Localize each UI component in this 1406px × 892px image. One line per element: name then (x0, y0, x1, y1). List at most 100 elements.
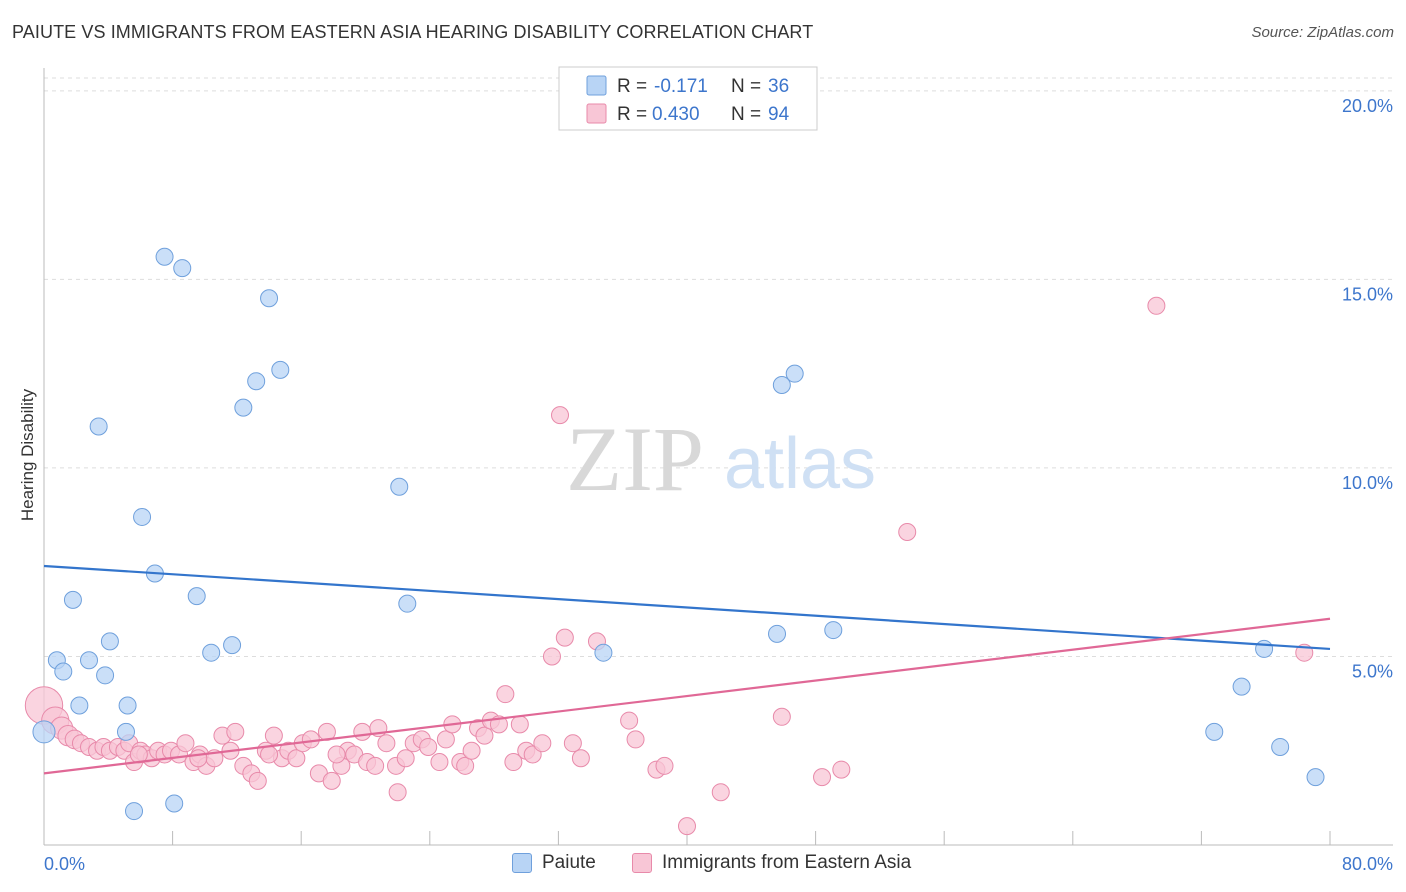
immigrants-point-41 (322, 771, 341, 790)
paiute-point-8 (100, 632, 119, 651)
immigrants-point-45 (353, 722, 372, 741)
y-tick-label-20: 20.0% (1342, 96, 1393, 116)
watermark-zip: ZIP (566, 408, 704, 510)
paiute-point-23 (271, 360, 290, 379)
paiute-point-28 (772, 375, 791, 394)
paiute-point-12 (133, 507, 152, 526)
bottom-legend-label-immigrants: Immigrants from Eastern Asia (662, 852, 912, 873)
immigrants-point-47 (366, 756, 385, 775)
series-immigrants-points (24, 296, 1314, 836)
paiute-point-29 (785, 364, 804, 383)
immigrants-point-71 (542, 647, 561, 666)
immigrants-point-60 (456, 756, 475, 775)
immigrants-point-67 (510, 715, 529, 734)
paiute-point-6 (89, 417, 108, 436)
paiute-point-31 (1205, 722, 1224, 741)
immigrants-point-86 (898, 523, 917, 542)
paiute-point-10 (118, 696, 137, 715)
immigrants-point-84 (813, 768, 832, 787)
immigrants-point-31 (248, 771, 267, 790)
legend-swatch-immigrants (586, 103, 607, 124)
bottom-legend-swatch-paiute (512, 853, 532, 873)
immigrants-point-77 (620, 711, 639, 730)
immigrants-point-28 (226, 722, 245, 741)
immigrants-point-80 (655, 756, 674, 775)
paiute-point-27 (768, 624, 787, 643)
gridlines (44, 77, 1393, 657)
paiute-point-15 (165, 794, 184, 813)
chart-title: PAIUTE VS IMMIGRANTS FROM EASTERN ASIA H… (12, 22, 814, 42)
paiute-point-19 (223, 636, 242, 655)
paiute-point-9 (116, 722, 135, 741)
legend-box: R = -0.171 N = 36 R = 0.430 N = 94 (558, 66, 818, 131)
legend-n-value-paiute: 36 (768, 76, 789, 97)
y-tick-label-15: 15.0% (1342, 284, 1393, 304)
immigrants-point-38 (301, 730, 320, 749)
immigrants-point-62 (475, 726, 494, 745)
x-tick-label-max: 80.0% (1342, 854, 1393, 874)
y-tick-label-10: 10.0% (1342, 473, 1393, 493)
paiute-point-14 (155, 247, 174, 266)
immigrants-point-75 (571, 749, 590, 768)
immigrants-point-56 (430, 753, 449, 772)
legend-n-value-immigrants: 94 (768, 104, 790, 125)
paiute-point-21 (247, 372, 266, 391)
paiute-point-4 (70, 696, 89, 715)
paiute-point-20 (234, 398, 253, 417)
paiute-point-3 (63, 590, 82, 609)
immigrants-point-72 (551, 406, 570, 425)
immigrants-point-21 (176, 734, 195, 753)
paiute-point-16 (173, 259, 192, 278)
legend-r-label-immigrants: R = (617, 104, 652, 125)
paiute-point-26 (594, 643, 613, 662)
legend-n-label-paiute: N = (731, 76, 766, 97)
paiute-point-2 (54, 662, 73, 681)
immigrants-point-49 (377, 734, 396, 753)
paiute-point-18 (202, 643, 221, 662)
immigrants-point-82 (711, 783, 730, 802)
axes (43, 68, 1393, 846)
y-tick-labels: 5.0% 10.0% 15.0% 20.0% (1342, 96, 1393, 682)
bottom-legend: Paiute Immigrants from Eastern Asia (0, 852, 1406, 878)
paiute-point-5 (80, 651, 99, 670)
immigrants-point-51 (388, 783, 407, 802)
paiute-point-11 (125, 802, 144, 821)
immigrants-point-91 (260, 745, 279, 764)
legend-n-label-immigrants: N = (731, 104, 766, 125)
immigrants-point-55 (419, 737, 438, 756)
immigrants-point-73 (555, 628, 574, 647)
bottom-legend-item-paiute: Paiute (512, 852, 596, 874)
paiute-point-24 (390, 477, 409, 496)
paiute-point-17 (187, 587, 206, 606)
immigrants-point-78 (626, 730, 645, 749)
immigrants-point-83 (772, 707, 791, 726)
x-tick-label-min: 0.0% (44, 854, 85, 874)
immigrants-point-33 (264, 726, 283, 745)
immigrants-point-66 (504, 753, 523, 772)
immigrants-point-36 (287, 749, 306, 768)
paiute-point-25 (398, 594, 417, 613)
immigrants-point-57 (436, 730, 455, 749)
immigrants-point-90 (189, 749, 208, 768)
y-tick-label-5: 5.0% (1352, 661, 1393, 681)
paiute-point-35 (1306, 768, 1325, 787)
immigrants-point-65 (496, 685, 515, 704)
immigrants-point-81 (678, 817, 696, 836)
bottom-legend-label-paiute: Paiute (542, 852, 596, 873)
paiute-point-7 (96, 666, 115, 685)
legend-r-label-paiute: R = (617, 76, 652, 97)
immigrants-point-70 (533, 734, 552, 753)
legend-r-value-immigrants: 0.430 (652, 104, 700, 125)
trend-line-immigrants (43, 617, 1331, 775)
immigrants-point-87 (1147, 296, 1166, 315)
source-credit: Source: ZipAtlas.com (1251, 24, 1394, 41)
trend-line-paiute (43, 564, 1331, 651)
legend-swatch-paiute (586, 75, 607, 96)
immigrants-point-92 (327, 745, 346, 764)
immigrants-point-74 (563, 734, 582, 753)
paiute-point-0 (32, 720, 56, 744)
immigrants-point-85 (832, 760, 851, 779)
bottom-legend-item-immigrants: Immigrants from Eastern Asia (632, 852, 911, 874)
paiute-point-34 (1271, 737, 1290, 756)
